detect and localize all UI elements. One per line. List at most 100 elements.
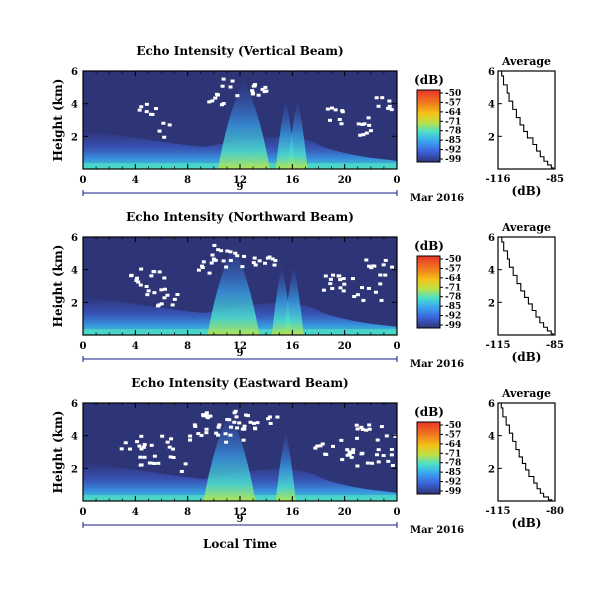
y-tick-label: 4 bbox=[71, 100, 78, 111]
no-data-cell bbox=[242, 424, 247, 428]
no-data-cell bbox=[214, 92, 219, 96]
colorbar-tick-label: -64 bbox=[445, 440, 461, 450]
no-data-cell bbox=[340, 109, 345, 113]
x-tick-label: 0 bbox=[394, 507, 401, 518]
no-data-cell bbox=[320, 442, 325, 446]
colorbar-tick-label: -92 bbox=[445, 312, 461, 322]
no-data-cell bbox=[347, 453, 352, 457]
profile-x-tick-label: -116 bbox=[485, 174, 510, 185]
x-tick-label: 8 bbox=[184, 341, 191, 352]
no-data-cell bbox=[204, 411, 209, 415]
no-data-cell bbox=[234, 415, 239, 419]
no-data-cell bbox=[172, 297, 177, 301]
no-data-cell bbox=[135, 440, 140, 444]
no-data-cell bbox=[376, 448, 381, 452]
no-data-cell bbox=[167, 123, 172, 127]
no-data-cell bbox=[383, 258, 388, 262]
no-data-cell bbox=[356, 122, 361, 126]
colorbar-unit: (dB) bbox=[414, 73, 444, 87]
no-data-cell bbox=[374, 96, 379, 100]
no-data-cell bbox=[329, 106, 334, 110]
no-data-cell bbox=[219, 103, 224, 107]
y-tick-label: 6 bbox=[71, 399, 78, 410]
colorbar-tick-label: -92 bbox=[445, 146, 461, 156]
no-data-cell bbox=[253, 426, 258, 430]
no-data-cell bbox=[359, 425, 364, 429]
no-data-cell bbox=[386, 106, 391, 110]
no-data-cell bbox=[364, 131, 369, 135]
x-tick-label: 4 bbox=[132, 341, 139, 352]
no-data-cell bbox=[260, 87, 265, 91]
no-data-cell bbox=[354, 423, 359, 427]
no-data-cell bbox=[152, 461, 157, 465]
no-data-cell bbox=[367, 123, 372, 127]
no-data-cell bbox=[331, 273, 336, 277]
no-data-cell bbox=[232, 411, 237, 415]
no-data-cell bbox=[138, 283, 143, 287]
no-data-cell bbox=[378, 282, 383, 286]
no-data-cell bbox=[268, 415, 273, 419]
no-data-cell bbox=[203, 413, 208, 417]
no-data-cell bbox=[241, 438, 246, 442]
no-data-cell bbox=[199, 433, 204, 437]
echo-plume bbox=[217, 81, 270, 169]
no-data-cell bbox=[328, 277, 333, 281]
no-data-cell bbox=[245, 414, 250, 418]
no-data-cell bbox=[207, 271, 212, 275]
no-data-cell bbox=[216, 433, 221, 437]
no-data-cell bbox=[376, 104, 381, 108]
no-data-cell bbox=[201, 260, 206, 264]
profile-x-label: (dB) bbox=[512, 516, 542, 530]
no-data-cell bbox=[262, 90, 267, 94]
no-data-cell bbox=[224, 440, 229, 444]
no-data-cell bbox=[142, 455, 147, 459]
no-data-cell bbox=[157, 129, 162, 133]
no-data-cell bbox=[368, 129, 373, 133]
x-tick-label: 12 bbox=[233, 175, 247, 186]
no-data-cell bbox=[364, 258, 369, 262]
no-data-cell bbox=[340, 458, 345, 462]
colorbar-tick-label: -64 bbox=[445, 274, 461, 284]
no-data-cell bbox=[240, 427, 245, 431]
no-data-cell bbox=[220, 84, 225, 88]
no-data-cell bbox=[275, 415, 280, 419]
profile-frame bbox=[497, 402, 556, 502]
average-profile: Average 6 4 2 -115 -85 (dB) bbox=[485, 221, 564, 364]
profile-title: Average bbox=[501, 221, 551, 234]
echo-plume bbox=[287, 99, 308, 169]
no-data-cell bbox=[360, 122, 365, 126]
no-data-cell bbox=[135, 276, 140, 280]
no-data-cell bbox=[139, 447, 144, 451]
no-data-cell bbox=[127, 447, 132, 451]
no-data-cell bbox=[337, 117, 342, 121]
profile-y-tick-label: 2 bbox=[488, 464, 495, 475]
profile-x-tick-label: -85 bbox=[546, 340, 564, 351]
colorbar-tick-label: -50 bbox=[445, 89, 461, 99]
no-data-cell bbox=[380, 96, 385, 100]
no-data-cell bbox=[272, 263, 277, 267]
no-data-cell bbox=[361, 133, 366, 137]
no-data-cell bbox=[328, 282, 333, 286]
no-data-cell bbox=[119, 447, 124, 451]
no-data-cell bbox=[217, 423, 222, 427]
no-data-cell bbox=[273, 259, 278, 263]
no-data-cell bbox=[360, 286, 365, 290]
no-data-cell bbox=[159, 288, 164, 292]
y-tick-label: 6 bbox=[71, 233, 78, 244]
echo-plume bbox=[283, 265, 304, 335]
no-data-cell bbox=[250, 89, 255, 93]
no-data-cell bbox=[373, 290, 378, 294]
no-data-cell bbox=[250, 92, 255, 96]
no-data-cell bbox=[147, 461, 152, 465]
y-tick-label: 4 bbox=[71, 432, 78, 443]
profile-x-label: (dB) bbox=[512, 350, 542, 364]
no-data-cell bbox=[378, 273, 383, 277]
colorbar bbox=[416, 89, 441, 163]
no-data-cell bbox=[364, 428, 369, 432]
x-tick-label: 12 bbox=[233, 507, 247, 518]
no-data-cell bbox=[390, 463, 395, 467]
no-data-cell bbox=[248, 420, 253, 424]
no-data-cell bbox=[366, 286, 371, 290]
profile-line bbox=[500, 403, 553, 501]
y-axis-label: Height (km) bbox=[51, 411, 65, 494]
